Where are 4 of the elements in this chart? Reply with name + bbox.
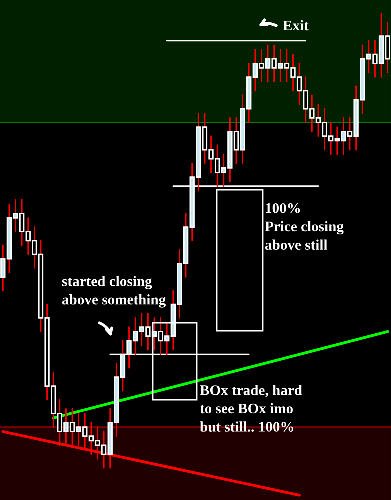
- annotation: Exit: [283, 20, 309, 31]
- annotation: 100% Price closing above still: [265, 203, 344, 250]
- annotation: started closing above something: [62, 276, 166, 308]
- annotation: BOx trade, hard to see BOx imo but still.. 100%: [200, 385, 302, 432]
